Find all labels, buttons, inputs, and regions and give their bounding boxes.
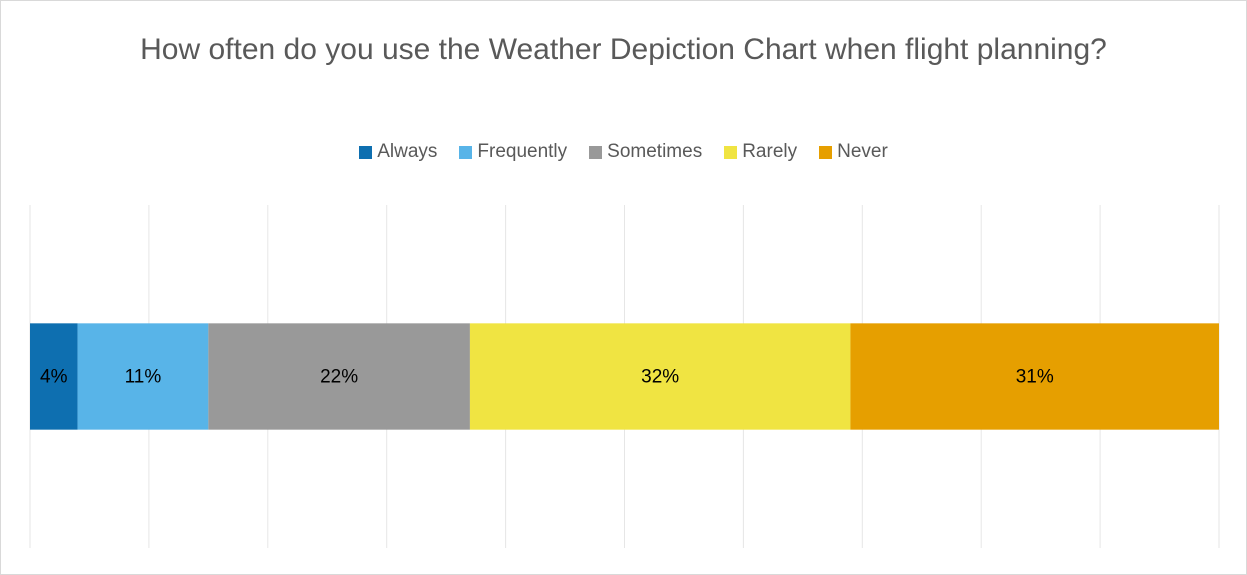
legend-label: Frequently <box>477 141 568 162</box>
data-label: 4% <box>40 367 68 388</box>
legend-item: Never <box>819 141 888 163</box>
bar-segment <box>30 323 78 430</box>
legend-item: Sometimes <box>589 141 702 163</box>
legend-label: Sometimes <box>607 141 703 162</box>
legend: Always Frequently Sometimes Rarely Never <box>0 141 1247 163</box>
legend-swatch <box>819 145 833 159</box>
data-label: 22% <box>320 367 358 388</box>
bar-segment <box>469 323 851 430</box>
legend-swatch <box>359 145 373 159</box>
data-label: 11% <box>125 367 162 388</box>
legend-swatch <box>459 145 473 159</box>
data-label: 31% <box>1016 367 1054 388</box>
legend-swatch <box>589 145 603 159</box>
bar-segment <box>208 323 470 430</box>
bar-segment <box>77 323 209 430</box>
legend-label: Never <box>837 141 888 162</box>
legend-swatch <box>724 145 738 159</box>
legend-label: Rarely <box>742 141 798 162</box>
data-label: 32% <box>641 367 679 388</box>
legend-item: Frequently <box>459 141 567 163</box>
bar-segment <box>850 323 1219 430</box>
legend-item: Always <box>359 141 437 163</box>
chart-title: How often do you use the Weather Depicti… <box>140 33 1107 66</box>
legend-label: Always <box>377 141 438 162</box>
legend-item: Rarely <box>724 141 797 163</box>
